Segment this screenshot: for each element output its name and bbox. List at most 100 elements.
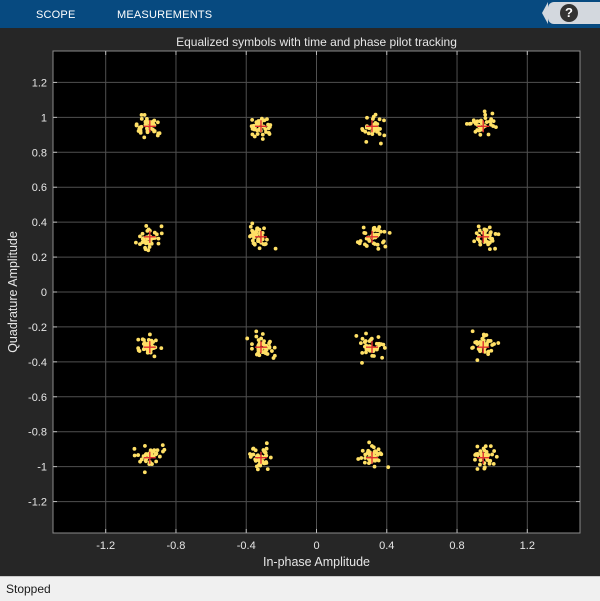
symbol-point [475, 444, 480, 449]
symbol-point [359, 456, 364, 460]
symbol-point [489, 122, 493, 127]
x-tick-label: -0.8 [166, 540, 185, 552]
symbol-point [156, 236, 161, 241]
symbol-point [490, 236, 495, 241]
symbol-point [136, 453, 141, 457]
symbol-point [137, 126, 142, 131]
reference-marker [366, 341, 379, 354]
symbol-point [250, 221, 255, 226]
symbol-point [132, 446, 137, 451]
reference-marker [366, 230, 379, 243]
x-axis-label: In-phase Amplitude [263, 555, 370, 569]
symbol-point [484, 120, 489, 124]
symbol-point [154, 338, 158, 343]
tab-scope[interactable]: SCOPE [36, 9, 76, 21]
symbol-point [376, 246, 381, 251]
symbol-point [493, 246, 497, 251]
symbol-point [262, 461, 267, 466]
reference-marker [143, 451, 156, 464]
symbol-point [159, 231, 164, 236]
symbol-point [145, 342, 150, 347]
symbol-point [476, 224, 481, 229]
symbol-point [478, 132, 483, 137]
symbol-point [387, 230, 392, 235]
symbol-point [486, 132, 491, 137]
symbol-point [487, 247, 492, 251]
symbol-point [255, 467, 260, 472]
symbol-point [143, 241, 148, 246]
symbol-point [486, 240, 491, 245]
reference-marker [366, 120, 379, 133]
symbol-point [251, 125, 256, 130]
symbol-point [483, 112, 488, 117]
symbol-point [260, 137, 265, 141]
symbol-point [253, 457, 258, 462]
help-notch [542, 2, 548, 24]
y-tick-label: -0.4 [28, 357, 47, 369]
symbol-point [362, 460, 367, 465]
symbol-point [482, 109, 487, 114]
symbol-point [478, 347, 483, 352]
symbol-point [378, 141, 383, 146]
symbol-point [491, 119, 496, 124]
symbol-point [382, 133, 387, 138]
symbol-point [140, 337, 145, 342]
reference-marker [366, 451, 379, 464]
symbol-point [490, 452, 495, 457]
symbol-point [483, 349, 487, 354]
symbol-point [159, 346, 164, 351]
symbol-point [268, 455, 273, 460]
symbol-point [473, 340, 478, 345]
symbol-point [272, 345, 277, 350]
symbol-point [376, 335, 381, 339]
symbol-point [151, 340, 155, 344]
symbol-point [381, 239, 386, 244]
symbol-point [136, 348, 141, 353]
toolstrip: SCOPE MEASUREMENTS ? [0, 0, 600, 28]
symbol-point [136, 337, 141, 342]
symbol-point [257, 353, 262, 358]
symbol-point [138, 459, 142, 464]
symbol-point [152, 354, 157, 359]
status-bar: Stopped [0, 576, 600, 601]
chart-title: Equalized symbols with time and phase pi… [176, 35, 457, 49]
symbol-point [364, 350, 368, 355]
y-tick-label: 0.8 [32, 147, 47, 159]
symbol-point [251, 241, 256, 246]
symbol-point [496, 232, 501, 237]
help-icon[interactable]: ? [560, 4, 578, 22]
constellation-plot[interactable]: -1.2 -0.8 -0.4 0 0.4 0.8 1.2 1.2 1 0.8 0.6 0.4 0.2 0 -… [0, 28, 600, 576]
symbol-point [254, 329, 259, 334]
symbol-point [134, 122, 139, 127]
symbol-point [361, 225, 366, 230]
symbol-point [376, 447, 381, 452]
symbol-point [250, 132, 255, 137]
symbol-point [492, 449, 497, 453]
symbol-point [488, 338, 493, 343]
symbol-point [142, 113, 147, 117]
symbol-point [356, 457, 361, 461]
symbol-point [487, 119, 492, 124]
symbol-point [370, 132, 375, 137]
tab-measurements[interactable]: MEASUREMENTS [117, 9, 213, 21]
symbol-point [142, 135, 147, 140]
symbol-point [254, 464, 259, 469]
symbol-point [482, 448, 487, 453]
symbol-point [250, 228, 255, 233]
reference-marker [477, 120, 490, 133]
symbol-point [362, 340, 367, 344]
symbol-point [245, 336, 250, 341]
symbol-point [261, 448, 266, 452]
symbol-point [482, 227, 487, 232]
symbol-point [378, 451, 383, 456]
symbol-point [273, 246, 278, 251]
symbol-point [142, 470, 147, 475]
symbol-point [266, 122, 270, 127]
symbol-point [383, 244, 388, 249]
symbol-point [360, 448, 365, 453]
symbol-point [139, 113, 144, 117]
symbol-point [475, 358, 480, 362]
symbol-point [470, 329, 475, 334]
symbol-point [143, 452, 148, 457]
symbol-point [486, 352, 491, 357]
